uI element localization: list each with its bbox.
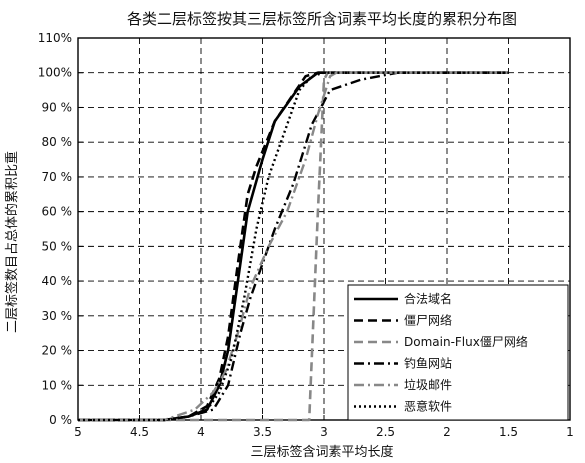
series-lines	[78, 71, 509, 422]
legend-label: 钓鱼网站	[404, 357, 452, 371]
y-tick-label: 0 %	[49, 413, 72, 427]
x-tick-label: 3.5	[253, 425, 272, 439]
chart-title: 各类二层标签按其三层标签所含词素平均长度的累积分布图	[127, 10, 517, 28]
axis-ticks: 5 4.5 4 3.5 3 2.5 2 1.5 10 %10 %20 %30 %40 %50 %…	[38, 31, 574, 439]
x-tick-label: 3	[320, 425, 328, 439]
legend-label: 恶意软件	[404, 399, 452, 414]
y-tick-label: 100%	[38, 66, 72, 80]
legend-label: Domain-Flux僵尸网络	[404, 334, 528, 349]
series-line-5	[78, 71, 509, 422]
legend-box	[347, 284, 569, 421]
y-tick-label: 40 %	[42, 274, 73, 288]
series-line-2	[78, 71, 509, 422]
y-tick-label: 30 %	[42, 309, 73, 323]
legend-label: 垃圾邮件	[404, 377, 452, 392]
y-tick-label: 60 %	[42, 205, 73, 219]
legend-label: 僵尸网络	[404, 313, 452, 328]
legend-label: 合法域名	[404, 291, 452, 306]
x-tick-label: 2.5	[376, 425, 395, 439]
x-tick-label: 1	[566, 425, 574, 439]
x-tick-label: 5	[74, 425, 82, 439]
y-tick-label: 90 %	[42, 100, 73, 114]
x-tick-label: 1.5	[499, 425, 518, 439]
y-tick-label: 50 %	[42, 239, 73, 253]
y-tick-label: 20 %	[42, 344, 73, 358]
x-tick-label: 4	[197, 425, 205, 439]
y-axis-label: 二层标签数目占总体的累积比重	[4, 151, 20, 333]
y-tick-label: 80 %	[42, 135, 73, 149]
series-line-6	[78, 71, 509, 422]
x-tick-label: 2	[443, 425, 451, 439]
x-axis-label: 三层标签含词素平均长度	[250, 444, 393, 460]
y-tick-label: 10 %	[42, 378, 73, 392]
y-tick-label: 110%	[38, 31, 72, 45]
x-tick-label: 4.5	[130, 425, 149, 439]
y-tick-label: 70 %	[42, 170, 73, 184]
